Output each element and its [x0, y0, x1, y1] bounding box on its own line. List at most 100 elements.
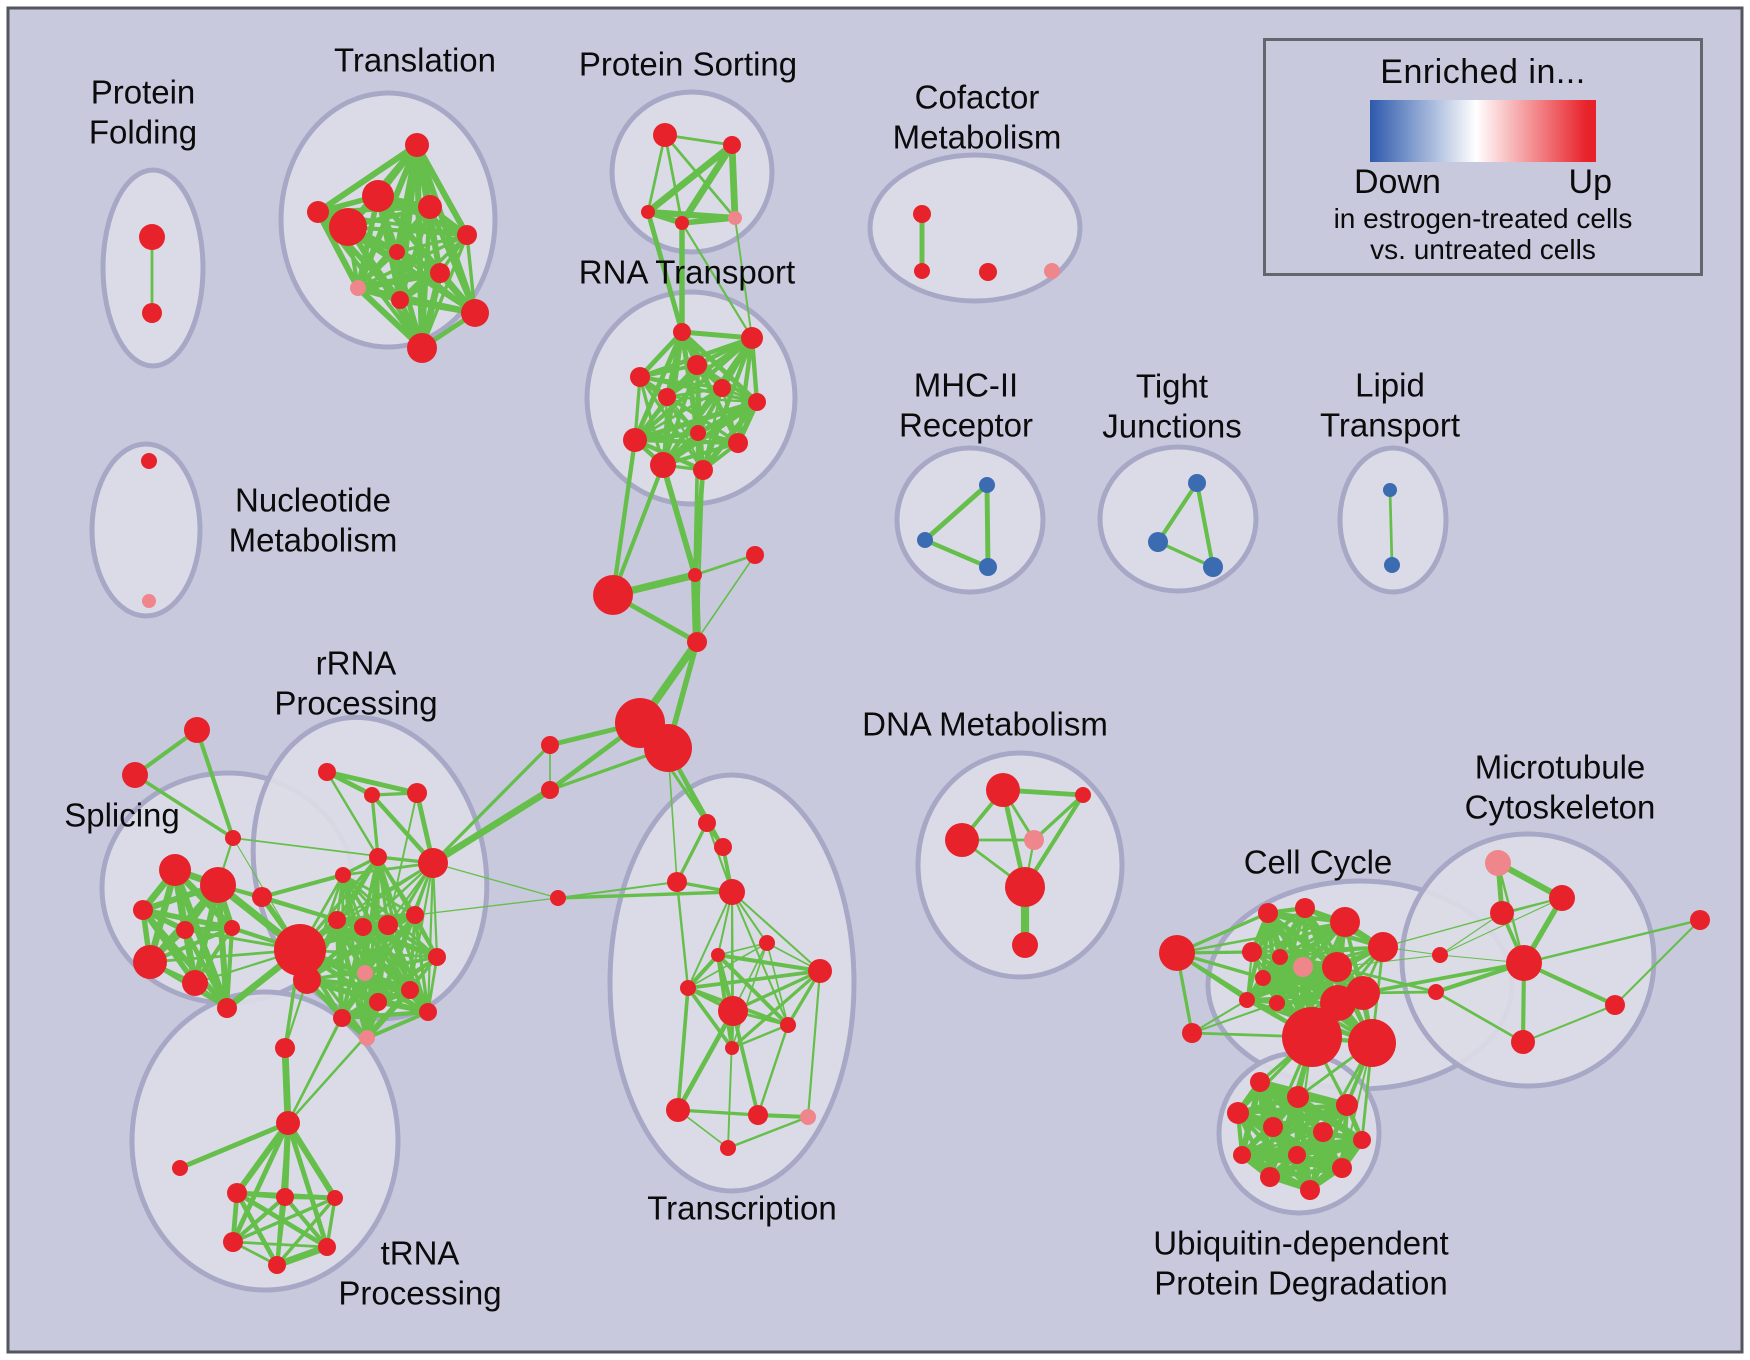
edge [984, 482, 991, 570]
gene-set-node-38-up [687, 632, 707, 652]
edge [370, 793, 380, 859]
gene-set-node-148-up [1353, 1131, 1371, 1149]
cluster-ellipse-tight-junctions [1097, 444, 1259, 594]
gene-set-node-77-up-weak [357, 965, 373, 981]
cluster-label-tight-junctions-line2: Junctions [1102, 408, 1241, 445]
edge [663, 133, 684, 225]
legend-context-line1: in estrogen-treated cells [1333, 203, 1633, 234]
gene-set-node-16-up [641, 205, 655, 219]
gene-set-node-86-up [276, 1111, 300, 1135]
edge [676, 1108, 760, 1117]
gene-set-node-17-up [675, 216, 689, 230]
cluster-label-nucleotide-metabolism-line2: Metabolism [229, 522, 398, 559]
gene-set-node-89-up [276, 1188, 294, 1206]
gene-set-node-132-up [1182, 1023, 1202, 1043]
gene-set-node-80-up [333, 1009, 351, 1027]
gene-set-node-60-up [176, 921, 194, 939]
edge [734, 217, 753, 339]
gene-set-node-67-up [407, 783, 427, 803]
edge [259, 872, 346, 900]
edge [387, 792, 418, 926]
edge [431, 861, 439, 959]
gene-set-node-57-up [159, 854, 191, 886]
edge [922, 482, 990, 543]
gene-set-node-63-up [182, 970, 208, 996]
edge [686, 986, 734, 1050]
edge [675, 1008, 736, 1113]
gene-set-node-91-up [223, 1232, 243, 1252]
gene-set-node-147-up [1313, 1122, 1333, 1142]
edge [727, 1010, 734, 1149]
edge [726, 1115, 810, 1150]
gene-set-node-136-up [1549, 885, 1575, 911]
edge [324, 769, 420, 796]
gene-set-node-117-up [1330, 907, 1360, 937]
gene-set-node-112-up-weak [1024, 830, 1044, 850]
gene-set-node-66-up [364, 787, 380, 803]
gene-set-node-50-down [1383, 483, 1397, 497]
gene-set-node-47-down [1188, 474, 1206, 492]
gene-set-node-87-up [172, 1160, 188, 1176]
edge [281, 1044, 292, 1127]
cluster-label-ubiquitin-degradation-line2: Protein Degradation [1154, 1265, 1448, 1302]
gene-set-node-58-up [200, 867, 236, 903]
edge [645, 209, 685, 335]
legend-down-label: Down [1354, 163, 1441, 201]
cluster-label-protein-sorting: Protein Sorting [579, 46, 797, 83]
gene-set-node-18-up-weak [728, 211, 742, 225]
edge [1190, 1001, 1279, 1035]
edge [214, 881, 231, 1012]
cluster-label-lipid-transport-line1: Lipid [1355, 367, 1425, 404]
gene-set-node-52-up [141, 453, 157, 469]
gene-set-node-84-up [293, 966, 321, 994]
edge [1361, 961, 1526, 995]
gene-set-node-29-up [748, 393, 766, 411]
cluster-label-splicing: Splicing [64, 797, 180, 834]
gene-set-node-128-up [1346, 976, 1380, 1010]
gene-set-node-88-up [227, 1183, 247, 1203]
gene-set-node-143-up [1287, 1086, 1309, 1108]
edge [259, 894, 340, 923]
gene-set-node-75-up [406, 906, 424, 924]
gene-set-node-144-up [1336, 1094, 1358, 1116]
cluster-label-rrna-processing-line1: rRNA [316, 645, 397, 682]
gene-set-node-51-down [1384, 557, 1400, 573]
edge [680, 221, 754, 340]
edge [231, 1196, 337, 1244]
edge [693, 431, 700, 577]
gene-set-node-135-up-weak [1485, 850, 1511, 876]
gene-set-node-137-up [1490, 901, 1514, 925]
edge [341, 861, 435, 877]
edge [395, 233, 469, 254]
gene-set-node-118-up [1368, 932, 1398, 962]
gene-set-node-140-up [1511, 1030, 1535, 1054]
gene-set-node-100-up [680, 980, 696, 996]
edge [230, 1120, 291, 1245]
edge [429, 786, 554, 867]
edge [679, 329, 755, 341]
gene-set-node-33-up [650, 452, 676, 478]
edge [632, 399, 760, 443]
gene-set-node-149-up [1233, 1146, 1251, 1164]
gene-set-node-59-up [133, 900, 153, 920]
edge [282, 1194, 330, 1250]
gene-set-node-113-up [1005, 867, 1045, 907]
edge [610, 437, 638, 598]
cluster-label-microtubule-cytoskeleton-line1: Microtubule [1475, 749, 1646, 786]
edge [1434, 990, 1525, 1044]
edge [1439, 897, 1563, 956]
edge [1388, 488, 1394, 567]
gene-set-node-103-up [780, 1017, 796, 1033]
gene-set-node-71-up [252, 887, 272, 907]
gene-set-node-32-up [728, 433, 748, 453]
cluster-label-rrna-processing-line2: Processing [274, 685, 437, 722]
cluster-label-transcription: Transcription [647, 1190, 837, 1227]
gene-set-node-70-up [418, 848, 448, 878]
gene-set-node-78-up [401, 981, 419, 999]
gene-set-node-41-up [550, 890, 566, 906]
edge [1235, 1102, 1350, 1116]
gene-set-node-26-up [630, 367, 650, 387]
gene-set-node-82-up-weak [359, 1030, 375, 1046]
cluster-ellipse-cofactor-metabolism [867, 152, 1083, 304]
gene-set-node-2-up [405, 133, 429, 157]
